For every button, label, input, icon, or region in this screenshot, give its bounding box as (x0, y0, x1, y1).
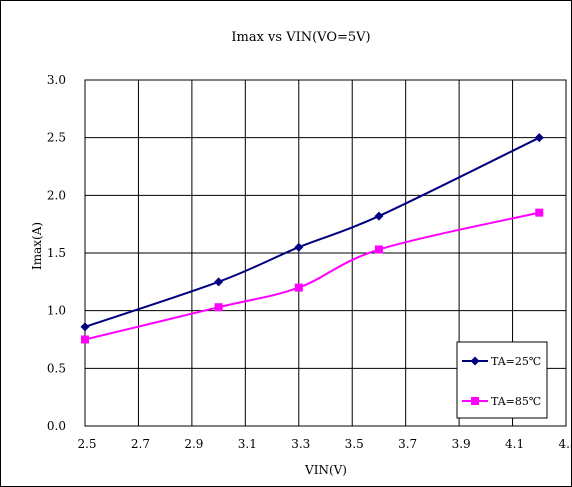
x-tick-label: 2.9 (184, 437, 203, 451)
legend-label: TA=25℃ (491, 355, 541, 368)
y-tick-label: 3.0 (47, 73, 66, 87)
legend-marker (471, 397, 479, 405)
x-tick-label: 3.7 (398, 437, 417, 451)
data-point (294, 242, 304, 252)
legend-marker (470, 356, 480, 366)
y-tick-label: 2.0 (47, 188, 66, 202)
y-tick-labels: 0.0 0.5 1.0 1.5 2.0 2.5 3.0 (47, 73, 66, 433)
y-tick-label: 0.5 (47, 361, 66, 375)
x-axis-label: VIN(V) (304, 463, 347, 477)
y-axis-label: Imax(A) (30, 222, 44, 270)
legend-item: TA=85℃ (462, 395, 541, 408)
legend-label: TA=85℃ (491, 395, 541, 408)
data-point (374, 211, 384, 221)
chart-title: Imax vs VIN(VO=5V) (231, 30, 370, 45)
legend-items: TA=25℃ TA=85℃ (462, 355, 541, 408)
data-point (294, 283, 303, 292)
x-tick-label: 3.1 (238, 437, 257, 451)
data-point (535, 208, 544, 217)
x-tick-label: 2.5 (77, 437, 96, 451)
series-line (84, 136, 540, 328)
series-line (84, 211, 540, 341)
legend: TA=25℃ TA=85℃ (456, 341, 548, 419)
x-tick-label: 2.7 (131, 437, 150, 451)
data-point (374, 245, 383, 254)
y-tick-label: 2.5 (47, 131, 66, 145)
y-tick-label: 1.0 (47, 304, 66, 318)
plot-border (84, 79, 567, 427)
x-tick-label: 4.1 (505, 437, 524, 451)
data-point (534, 133, 544, 143)
series-2 (81, 208, 544, 344)
data-point (80, 322, 90, 332)
data-point (81, 335, 89, 344)
y-tick-label: 1.5 (47, 246, 66, 260)
series-layer (80, 133, 544, 344)
y-tick-label: 0.0 (47, 419, 66, 433)
data-point (214, 277, 224, 287)
x-tick-label: 3.3 (291, 437, 310, 451)
legend-box (456, 341, 548, 419)
data-point (214, 303, 223, 312)
series-1 (80, 133, 544, 332)
legend-item: TA=25℃ (462, 355, 541, 368)
x-tick-label: 3.9 (452, 437, 471, 451)
x-tick-label: 4.3 (558, 437, 572, 451)
x-tick-labels: 2.5 2.7 2.9 3.1 3.3 3.5 3.7 3.9 4.1 4.3 (77, 437, 572, 451)
x-tick-label: 3.5 (345, 437, 364, 451)
